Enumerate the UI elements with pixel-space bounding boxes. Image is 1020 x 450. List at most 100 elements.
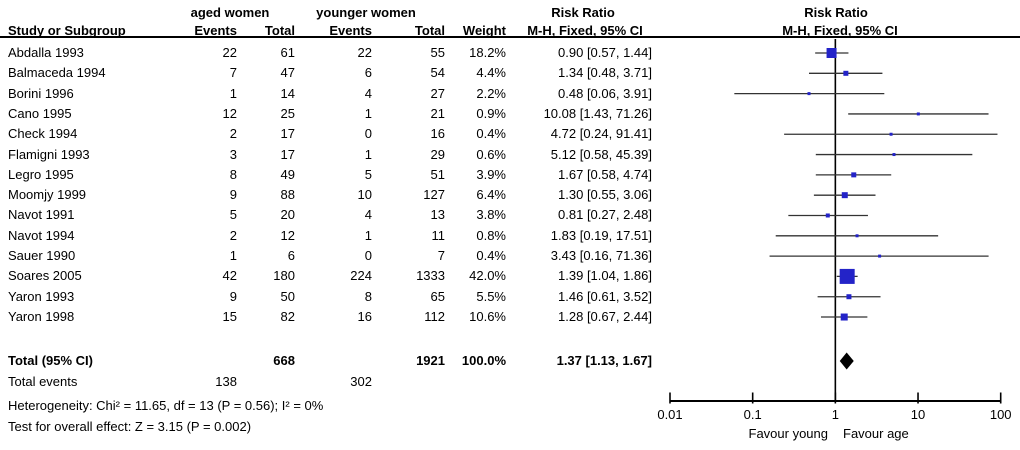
total-young: 7	[437, 248, 445, 263]
study-name: Navot 1994	[8, 228, 75, 243]
study-name: Abdalla 1993	[8, 45, 84, 60]
risk-square	[851, 172, 857, 178]
weight: 3.9%	[476, 167, 506, 182]
total-aged: 6	[287, 248, 295, 263]
events-aged: 7	[229, 65, 237, 80]
events-aged: 15	[222, 309, 237, 324]
col-header-total-young: Total	[414, 23, 445, 38]
rr-ci-text: 1.34 [0.48, 3.71]	[558, 65, 652, 80]
effect-measure-header-plot: Risk Ratio	[804, 5, 868, 20]
rr-ci-text: 1.46 [0.61, 3.52]	[558, 289, 652, 304]
total-aged: 668	[273, 353, 295, 368]
weight: 0.9%	[476, 106, 506, 121]
events-aged: 22	[222, 45, 237, 60]
method-header-text: M-H, Fixed, 95% CI	[527, 23, 643, 38]
weight: 6.4%	[476, 187, 506, 202]
events-young: 16	[357, 309, 372, 324]
rr-ci-text: 1.83 [0.19, 17.51]	[550, 228, 652, 243]
study-name: Yaron 1998	[8, 309, 75, 324]
events-aged: 12	[222, 106, 237, 121]
events-aged: 42	[222, 268, 237, 283]
events-young: 0	[364, 248, 372, 263]
total-young: 55	[430, 45, 445, 60]
total-rr-ci-text: 1.37 [1.13, 1.67]	[556, 353, 652, 368]
col-header-study: Study or Subgroup	[8, 23, 126, 38]
study-name: Sauer 1990	[8, 248, 76, 263]
group-header-control: younger women	[316, 5, 416, 20]
rr-ci-text: 0.81 [0.27, 2.48]	[558, 207, 652, 222]
rr-ci-text: 1.39 [1.04, 1.86]	[558, 268, 652, 283]
axis-tick-label: 100	[989, 407, 1012, 422]
events-young: 5	[364, 167, 372, 182]
risk-square	[825, 213, 830, 218]
total-aged: 49	[280, 167, 295, 182]
events-young: 22	[357, 45, 372, 60]
rr-ci-text: 3.43 [0.16, 71.36]	[550, 248, 652, 263]
total-young: 21	[430, 106, 445, 121]
events-aged: 8	[229, 167, 237, 182]
events-aged: 2	[229, 126, 237, 141]
study-name: Soares 2005	[8, 268, 82, 283]
total-young: 51	[430, 167, 445, 182]
events-young: 10	[357, 187, 372, 202]
total-young: 65	[430, 289, 445, 304]
rr-ci-text: 1.28 [0.67, 2.44]	[558, 309, 652, 324]
weight: 0.8%	[476, 228, 506, 243]
total-aged: 17	[280, 126, 295, 141]
events-aged: 9	[229, 289, 237, 304]
study-name: Legro 1995	[8, 167, 74, 182]
risk-square	[841, 192, 848, 199]
risk-square	[843, 70, 849, 76]
axis-tick-label: 0.1	[743, 407, 762, 422]
weight: 0.4%	[476, 126, 506, 141]
weight: 0.4%	[476, 248, 506, 263]
total-young: 16	[430, 126, 445, 141]
heterogeneity-text: Heterogeneity: Chi² = 11.65, df = 13 (P …	[8, 398, 324, 413]
events-young: 224	[350, 268, 372, 283]
risk-square	[889, 132, 893, 136]
study-name: Balmaceda 1994	[8, 65, 106, 80]
total-young: 127	[423, 187, 445, 202]
events-aged: 1	[229, 248, 237, 263]
total-young: 54	[430, 65, 445, 80]
weight: 18.2%	[469, 45, 506, 60]
rr-ci-text: 0.90 [0.57, 1.44]	[558, 45, 652, 60]
study-name: Check 1994	[8, 126, 78, 141]
events-aged: 1	[229, 86, 237, 101]
col-header-events-aged: Events	[194, 23, 237, 38]
total-young: 13	[430, 207, 445, 222]
total-events-label: Total events	[8, 374, 78, 389]
risk-square	[846, 294, 852, 300]
weight: 3.8%	[476, 207, 506, 222]
weight: 4.4%	[476, 65, 506, 80]
total-weight: 100.0%	[461, 353, 506, 368]
study-name: Navot 1991	[8, 207, 75, 222]
events-young: 1	[364, 228, 372, 243]
total-aged: 50	[280, 289, 295, 304]
total-aged: 25	[280, 106, 295, 121]
rr-ci-text: 1.30 [0.55, 3.06]	[558, 187, 652, 202]
total-aged: 61	[280, 45, 295, 60]
total-aged: 180	[273, 268, 295, 283]
header-rule	[0, 36, 1020, 38]
events-aged: 9	[229, 187, 237, 202]
risk-square	[878, 254, 882, 258]
axis-tick-label: 10	[910, 407, 926, 422]
total-aged: 12	[280, 228, 295, 243]
total-aged: 82	[280, 309, 295, 324]
risk-square	[839, 268, 855, 284]
total-young: 29	[430, 147, 445, 162]
study-name: Borini 1996	[8, 86, 74, 101]
study-name: Yaron 1993	[8, 289, 75, 304]
rr-ci-text: 1.67 [0.58, 4.74]	[558, 167, 652, 182]
events-young: 0	[364, 126, 372, 141]
axis-tick-label: 0.01	[657, 407, 683, 422]
total-aged: 17	[280, 147, 295, 162]
pooled-diamond	[839, 352, 854, 370]
weight: 0.6%	[476, 147, 506, 162]
total-aged: 47	[280, 65, 295, 80]
favour-right-label: Favour age	[843, 426, 909, 441]
risk-square	[892, 153, 896, 157]
events-young: 6	[364, 65, 372, 80]
